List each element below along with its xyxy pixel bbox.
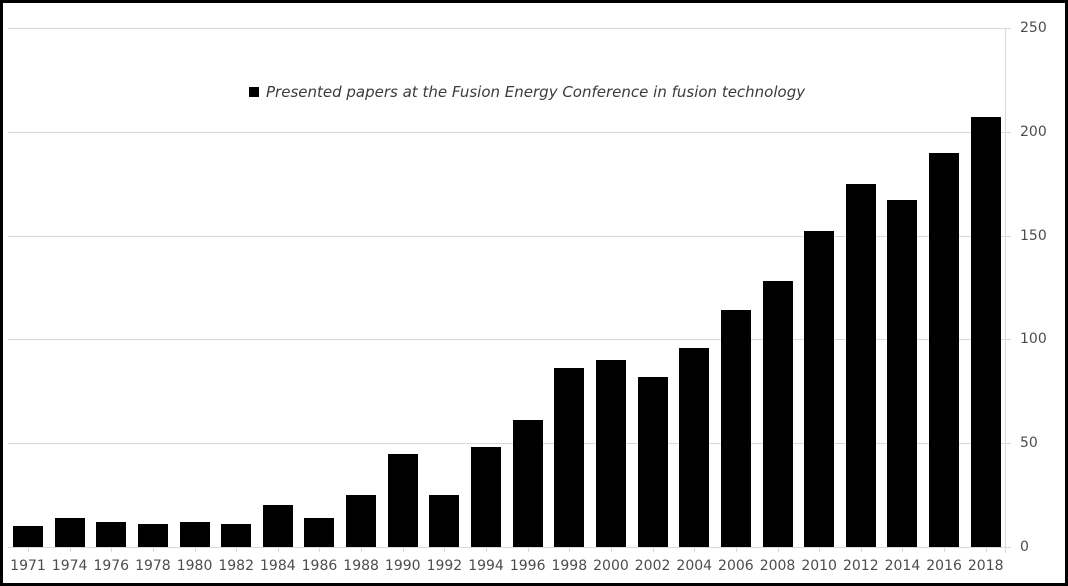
y-axis-tick-label: 250	[1020, 20, 1047, 36]
chart-legend: Presented papers at the Fusion Energy Co…	[249, 83, 805, 101]
y-axis-tick-label: 50	[1020, 435, 1038, 452]
y-axis-tick	[1005, 28, 1011, 29]
bar-2006	[720, 310, 751, 547]
x-axis-tick	[236, 547, 238, 552]
x-axis-label: 2004	[676, 558, 713, 574]
x-axis-tick	[527, 547, 529, 552]
x-axis-label: 1996	[509, 558, 546, 574]
bar-2010	[804, 231, 835, 547]
x-axis-label: 2016	[926, 558, 962, 574]
x-axis-tick	[777, 547, 779, 552]
y-axis-line	[1005, 28, 1006, 553]
x-axis-tick	[486, 547, 488, 552]
x-axis-label: 1971	[10, 558, 46, 574]
x-axis-tick	[69, 547, 71, 552]
x-axis-tick	[194, 547, 196, 552]
bar-1971	[13, 526, 43, 547]
gridline	[8, 235, 1005, 237]
x-axis-tick	[610, 547, 612, 552]
bar-1984	[262, 505, 293, 547]
x-axis-label: 1986	[301, 558, 338, 574]
x-axis-label: 1976	[93, 558, 130, 574]
x-axis-tick	[902, 547, 904, 552]
bar-1982	[221, 524, 252, 547]
x-axis-label: 2012	[842, 558, 879, 574]
x-axis-label: 2006	[718, 558, 754, 574]
x-axis-tick	[985, 547, 987, 552]
bar-1980	[179, 522, 210, 547]
x-axis-tick	[28, 547, 29, 552]
bar-1976	[96, 522, 127, 547]
x-axis-tick	[569, 547, 571, 552]
x-axis-label: 1990	[384, 558, 421, 574]
x-axis-tick	[152, 547, 154, 552]
y-axis-tick-label: 100	[1020, 331, 1047, 348]
gridline	[8, 131, 1005, 133]
bar-1986	[304, 517, 335, 547]
x-axis-label: 1980	[176, 558, 213, 574]
legend-label: Presented papers at the Fusion Energy Co…	[266, 83, 806, 101]
bar-2004	[679, 347, 710, 547]
y-axis-tick-label: 0	[1020, 539, 1029, 555]
y-axis-tick	[1005, 235, 1011, 237]
bar-2018	[970, 117, 1001, 547]
x-axis-tick	[944, 547, 946, 552]
bar-2008	[762, 281, 793, 547]
gridline	[8, 28, 1005, 29]
x-axis-label: 2000	[593, 558, 629, 574]
x-axis-line	[8, 547, 1005, 548]
x-axis-tick	[860, 547, 862, 552]
x-axis-tick	[319, 547, 321, 552]
bar-1978	[137, 524, 168, 547]
y-axis-tick	[1005, 443, 1011, 445]
x-axis-label: 2018	[967, 558, 1004, 574]
x-axis-label: 2014	[884, 558, 921, 574]
x-axis-label: 1982	[218, 558, 254, 574]
bar-1990	[387, 453, 418, 547]
x-axis-label: 2002	[634, 558, 671, 574]
x-axis-label: 1978	[135, 558, 171, 574]
x-axis-tick	[361, 547, 363, 552]
y-axis-tick-label: 200	[1020, 123, 1047, 140]
x-axis-label: 1974	[51, 558, 88, 574]
x-axis-tick	[819, 547, 821, 552]
bar-1974	[54, 517, 85, 547]
x-axis-tick	[402, 547, 404, 552]
x-axis-label: 1998	[551, 558, 588, 574]
x-axis-label: 1992	[426, 558, 463, 574]
bar-2012	[845, 183, 876, 547]
x-axis-label: 1984	[260, 558, 296, 574]
bar-1998	[554, 368, 585, 547]
y-axis-tick	[1005, 131, 1011, 133]
x-axis-label: 1994	[468, 558, 504, 574]
bar-2000	[595, 360, 626, 547]
x-axis-tick	[444, 547, 446, 552]
x-axis-label: 2010	[801, 558, 837, 574]
bar-1992	[429, 495, 460, 547]
bar-2016	[929, 152, 960, 547]
x-axis-tick	[652, 547, 654, 552]
x-axis-tick	[735, 547, 737, 552]
y-axis-tick	[1005, 339, 1011, 341]
legend-marker-icon	[249, 87, 259, 97]
gridline	[8, 443, 1005, 445]
gridline	[8, 339, 1005, 341]
x-axis-label: 2008	[759, 558, 796, 574]
y-axis-tick-label: 150	[1020, 227, 1047, 244]
y-axis-tick	[1005, 547, 1011, 548]
bar-1996	[512, 420, 543, 547]
x-axis-tick	[277, 547, 279, 552]
bar-1988	[346, 495, 377, 547]
x-axis-tick	[111, 547, 113, 552]
bar-2014	[887, 200, 918, 547]
bar-2002	[637, 376, 668, 547]
x-axis-tick	[694, 547, 696, 552]
bar-1994	[471, 447, 502, 547]
x-axis-label: 1988	[343, 558, 379, 574]
